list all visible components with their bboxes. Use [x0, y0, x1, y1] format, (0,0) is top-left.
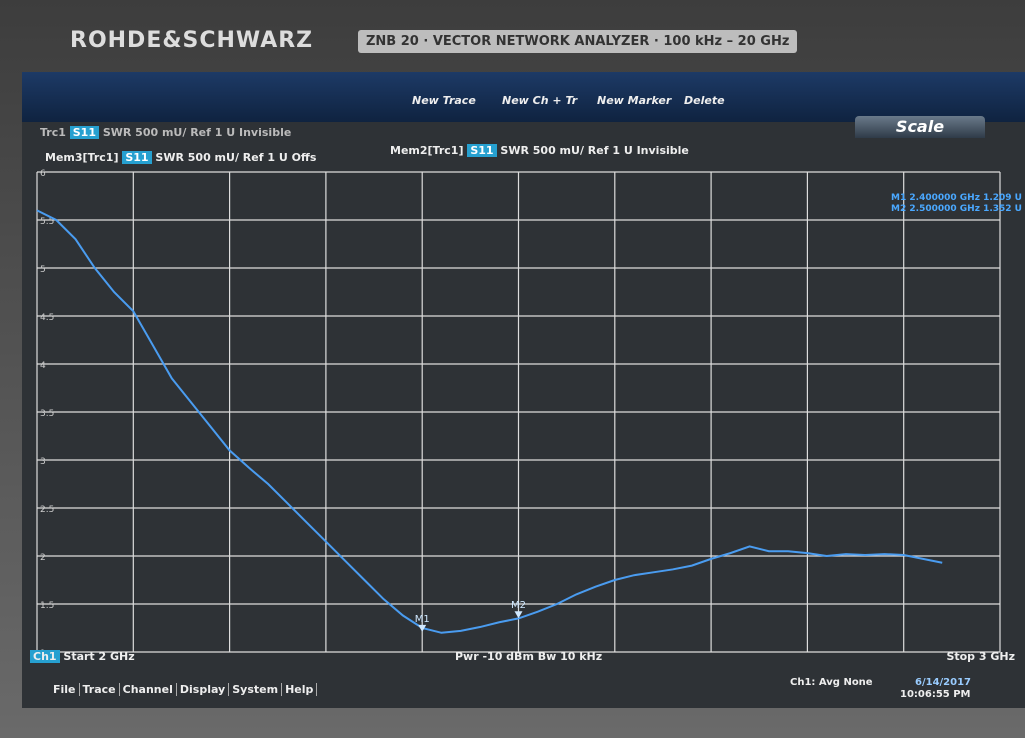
settings: Pwr -10 dBm Bw 10 kHz [455, 650, 603, 663]
trace-info: SWR 500 mU/ Ref 1 U Offs [155, 151, 317, 164]
start: Start 2 GHz [63, 650, 135, 663]
toolbar: New Trace New Ch + Tr New Marker Delete [22, 72, 1025, 122]
y-tick-label: 3.5 [40, 409, 54, 419]
y-tick-label: 2.5 [40, 505, 54, 515]
y-tick-label: 5 [40, 265, 46, 275]
trace-param: S11 [122, 151, 152, 164]
trace-info: SWR 500 mU/ Ref 1 U Invisible [102, 126, 292, 139]
menu-item[interactable]: Channel [119, 683, 177, 696]
marker-readout: M2 2.500000 GHz 1.352 U [891, 204, 1022, 214]
screen: New Trace New Ch + Tr New Marker Delete … [22, 72, 1025, 708]
stop: Stop 3 GHz [946, 650, 1015, 663]
toolbar-button[interactable]: New Marker [597, 94, 672, 107]
menu-item[interactable]: File [50, 683, 80, 696]
menu: File Trace Channel Display System Help [50, 683, 318, 696]
footer: Ch1 Start 2 GHz Pwr -10 dBm Bw 10 kHz St… [30, 650, 1015, 663]
menu-item[interactable]: Display [176, 683, 230, 696]
trace-label: Trc1 S11 SWR 500 mU/ Ref 1 U Invisible [40, 126, 291, 139]
menu-item[interactable]: Help [282, 683, 318, 696]
tab[interactable]: Scale [855, 116, 985, 138]
trace-line [36, 209, 943, 634]
marker [514, 611, 523, 619]
trace-label: Mem3[Trc1] S11 SWR 500 mU/ Ref 1 U Offs [45, 151, 316, 164]
status: Ch1: Avg None 6/14/2017 10:06:55 PM [790, 677, 971, 700]
trace-name: Trc1 [40, 126, 66, 139]
status-time: 10:06:55 PM [900, 689, 971, 700]
marker-readout: M1 2.400000 GHz 1.209 U [891, 193, 1022, 203]
channel: Ch1 [30, 650, 60, 663]
status-channel: Ch1: [790, 677, 816, 688]
trace-param: S11 [69, 126, 99, 139]
y-tick-label: 4.5 [40, 313, 54, 323]
y-tick-label: 6 [40, 169, 46, 179]
trace-name: Mem3[Trc1] [45, 151, 119, 164]
y-tick-label: 5.5 [40, 217, 54, 227]
y-tick-label: 1.5 [40, 601, 54, 611]
toolbar-button[interactable]: New Trace [412, 94, 476, 107]
model: ZNB 20 · VECTOR NETWORK ANALYZER · 100 k… [358, 30, 798, 53]
toolbar-button[interactable]: Delete [684, 94, 725, 107]
trace-name: Mem2[Trc1] [390, 144, 464, 157]
menu-item[interactable]: System [229, 683, 283, 696]
trace-param: S11 [467, 144, 497, 157]
menu-item[interactable]: Trace [79, 683, 120, 696]
status-avg: Avg None [818, 677, 873, 688]
trace-label: Mem2[Trc1] S11 SWR 500 mU/ Ref 1 U Invis… [390, 144, 689, 157]
y-tick-label: 2 [40, 553, 46, 563]
y-tick-label: 3 [40, 457, 46, 467]
marker-label: M2 [511, 600, 526, 611]
brand: ROHDE&SCHWARZ [70, 28, 314, 53]
y-tick-label: 4 [40, 361, 46, 371]
toolbar-button[interactable]: New Ch + Tr [502, 94, 578, 107]
trace-info: SWR 500 mU/ Ref 1 U Invisible [500, 144, 689, 157]
marker [418, 624, 427, 632]
status-date: 6/14/2017 [915, 677, 972, 688]
marker-label: M1 [415, 614, 430, 625]
